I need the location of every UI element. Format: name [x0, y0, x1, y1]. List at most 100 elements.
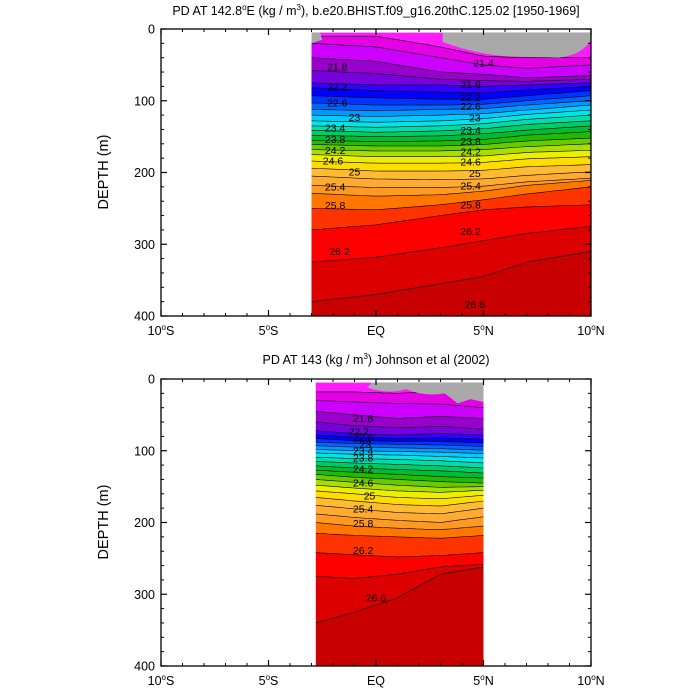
contour-label: 25.4	[353, 503, 374, 515]
panel-observations: PD AT 143 (kg / m3) Johnson et al (2002)…	[96, 352, 605, 688]
density-band	[311, 164, 591, 180]
contour-label: 22.6	[327, 97, 348, 109]
contour-label: 25.4	[460, 181, 481, 193]
contour-line	[315, 552, 484, 558]
contour-label: 25	[364, 491, 376, 503]
y-tick-label: 100	[134, 94, 155, 108]
density-band	[315, 438, 484, 447]
contour-line	[311, 164, 591, 172]
contour-line	[315, 469, 484, 479]
density-band	[315, 465, 484, 478]
contour-label: 25	[349, 166, 361, 178]
x-tick-label: 5oN	[473, 673, 493, 688]
density-band	[311, 105, 591, 123]
contour-line	[311, 180, 591, 197]
contour-line	[311, 114, 591, 128]
contour-line	[315, 490, 484, 499]
y-axis-label: DEPTH (m)	[96, 135, 112, 210]
contour-label: 26.2	[329, 246, 350, 258]
contour-label: 23.8	[460, 136, 481, 148]
density-band	[311, 57, 591, 82]
panel-title: PD AT 143 (kg / m3) Johnson et al (2002)	[262, 352, 489, 367]
density-band	[315, 490, 484, 506]
density-band	[311, 138, 591, 151]
contour-line	[311, 186, 591, 211]
contour-label: 25	[469, 168, 481, 180]
contour-label: 23.4	[353, 445, 374, 457]
density-band	[315, 552, 484, 579]
land-mask	[311, 32, 591, 58]
density-band	[315, 564, 484, 623]
density-band	[311, 36, 591, 69]
y-tick-label: 400	[134, 660, 155, 674]
contour-line	[311, 143, 591, 152]
contour-line	[311, 251, 591, 302]
contour-label: 23	[469, 113, 481, 125]
contour-line	[315, 438, 484, 444]
x-tick-label: 5oS	[259, 323, 279, 338]
y-tick-label: 0	[148, 373, 155, 387]
panel-model: PD AT 142.8oE (kg / m3), b.e20.BHIST.f09…	[96, 3, 605, 338]
contour-line	[311, 177, 591, 188]
density-band	[315, 391, 484, 408]
contour-label: 24.2	[325, 145, 346, 157]
contour-label: 21.4	[473, 57, 494, 69]
contour-label: 26.6	[465, 299, 486, 311]
contour-label: 22.2	[460, 92, 481, 104]
contour-line	[311, 43, 591, 69]
x-tick-label: EQ	[367, 674, 385, 688]
contour-line	[315, 484, 484, 493]
contour-line	[315, 566, 484, 624]
density-band	[311, 120, 591, 137]
contour-line	[311, 131, 591, 142]
contour-line	[311, 82, 591, 87]
density-band	[315, 411, 484, 430]
density-band	[311, 115, 591, 133]
density-band	[315, 567, 484, 666]
contour-line	[311, 171, 591, 180]
density-band	[315, 400, 484, 419]
contour-label: 23.4	[460, 125, 481, 137]
contour-line	[311, 70, 591, 82]
contour-line	[315, 430, 484, 436]
contour-label: 21.8	[327, 62, 348, 74]
density-band	[315, 445, 484, 454]
contour-line	[311, 90, 591, 100]
density-band	[311, 186, 591, 230]
y-tick-label: 100	[134, 444, 155, 458]
contour-label: 25.8	[460, 199, 481, 211]
contour-line	[315, 434, 484, 440]
contour-line	[315, 456, 484, 464]
contour-label: 26.6	[366, 592, 387, 604]
contour-line	[315, 452, 484, 459]
y-tick-label: 0	[148, 23, 155, 37]
contour-label: 23	[349, 112, 361, 124]
x-tick-label: 10oS	[148, 323, 175, 338]
density-band	[311, 125, 591, 142]
contour-line	[311, 35, 591, 58]
contour-label: 24.6	[460, 156, 481, 168]
density-band	[315, 470, 484, 483]
x-tick-label: 10oS	[148, 673, 175, 688]
x-tick-label: EQ	[367, 324, 385, 338]
y-tick-label: 300	[134, 238, 155, 252]
x-tick-label: 10oN	[577, 323, 604, 338]
contour-line	[315, 497, 484, 507]
y-axis-label: DEPTH (m)	[96, 485, 112, 560]
contour-label: 23.4	[325, 123, 346, 135]
contour-label: 23	[359, 439, 371, 451]
contour-label: 26.2	[353, 545, 374, 557]
contour-label: 22.2	[327, 82, 348, 94]
contour-line	[315, 461, 484, 469]
contour-line	[315, 513, 484, 523]
density-band	[315, 457, 484, 468]
contour-label: 21.8	[460, 79, 481, 91]
contour-label: 23.8	[353, 453, 374, 465]
density-band	[311, 156, 591, 172]
contour-line	[311, 204, 591, 231]
contour-line	[315, 449, 484, 454]
